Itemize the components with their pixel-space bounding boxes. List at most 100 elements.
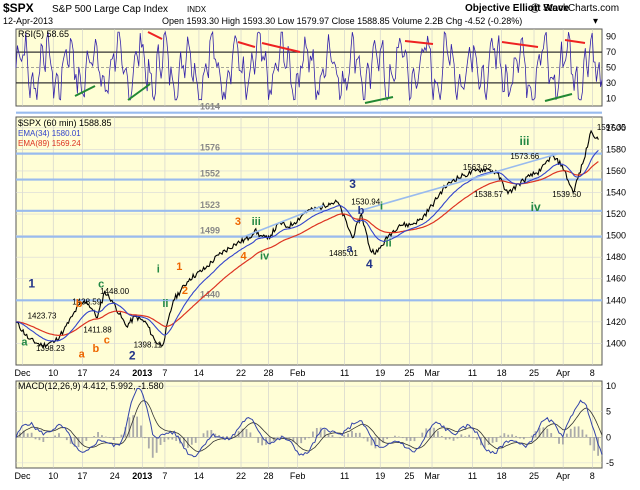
macd-y-tick-label: 5 <box>606 407 611 417</box>
macd-histogram-bar <box>472 437 474 438</box>
macd-histogram-bar <box>500 436 502 438</box>
price-label: 1411.88 <box>83 326 112 335</box>
price-label: 1530.94 <box>351 197 380 206</box>
price-x-tick-label: 11 <box>468 368 477 378</box>
price-label: 1597.35 <box>597 123 626 132</box>
ema34-legend: EMA(34) 1580.01 <box>18 129 81 138</box>
macd-histogram-bar <box>460 434 462 437</box>
price-y-tick-label: 1520 <box>606 209 626 219</box>
rsi-legend: RSI(5) 58.65 <box>18 29 69 39</box>
macd-x-tick-label: 11 <box>340 471 349 481</box>
macd-histogram-bar <box>566 434 568 438</box>
macd-histogram-bar <box>550 433 552 437</box>
price-label: 1398.11 <box>134 341 163 350</box>
macd-histogram-bar <box>394 436 396 438</box>
price-x-tick-label: 24 <box>110 368 120 378</box>
wave-label: 3 <box>235 216 241 228</box>
macd-histogram-bar <box>511 434 513 437</box>
macd-histogram-bar <box>468 435 470 438</box>
macd-histogram-bar <box>160 437 162 445</box>
price-y-tick-label: 1500 <box>606 231 626 241</box>
price-x-tick-label: 10 <box>48 368 58 378</box>
watermark-site: @ StockCharts.com <box>530 3 619 14</box>
macd-histogram-bar <box>496 437 498 442</box>
macd-histogram-bar <box>175 437 177 441</box>
wave-label: 2 <box>129 349 136 363</box>
macd-histogram-bar <box>457 437 459 438</box>
macd-histogram-bar <box>410 437 412 441</box>
macd-x-tick-label: 2013 <box>132 471 152 481</box>
macd-histogram-bar <box>421 433 423 438</box>
price-label: 1539.50 <box>552 190 581 199</box>
macd-histogram-bar <box>531 436 533 438</box>
macd-x-tick-label: Feb <box>290 471 306 481</box>
macd-histogram-bar <box>54 436 56 438</box>
macd-y-tick-label: 10 <box>606 381 616 391</box>
macd-x-tick-label: 7 <box>162 471 167 481</box>
level-label: 1523 <box>200 200 220 210</box>
price-x-tick-label: 8 <box>590 368 595 378</box>
price-y-tick-label: 1540 <box>606 187 626 197</box>
level-label: 1552 <box>200 169 220 179</box>
macd-histogram-bar <box>207 430 209 437</box>
price-x-tick-label: 2013 <box>132 368 152 378</box>
wave-label: ii <box>386 237 392 249</box>
price-legend: $SPX (60 min) 1588.85 <box>18 118 112 128</box>
macd-legend: MACD(12,26,9) 4.412, 5.992, -1.580 <box>18 381 164 391</box>
macd-x-tick-label: Dec <box>14 471 31 481</box>
macd-histogram-bar <box>363 437 365 438</box>
macd-histogram-bar <box>449 437 451 439</box>
price-y-tick-label: 1480 <box>606 252 626 262</box>
macd-histogram-bar <box>355 433 357 437</box>
wave-label: 4 <box>240 250 247 262</box>
price-label: 1573.66 <box>510 152 539 161</box>
quote-line: Open 1593.30 High 1593.30 Low 1579.97 Cl… <box>162 16 522 26</box>
level-label: 1499 <box>200 226 220 236</box>
macd-histogram-bar <box>296 437 298 444</box>
macd-histogram-bar <box>167 437 169 439</box>
macd-x-tick-label: 24 <box>110 471 120 481</box>
macd-histogram-bar <box>582 430 584 438</box>
wave-label: iv <box>260 250 270 262</box>
macd-histogram-bar <box>257 437 259 443</box>
macd-x-tick-label: 11 <box>468 471 477 481</box>
macd-panel <box>16 381 602 468</box>
level-label: 1576 <box>200 143 220 153</box>
wave-label: iv <box>531 200 541 214</box>
wave-label: iii <box>252 216 261 228</box>
macd-histogram-bar <box>140 426 142 438</box>
macd-histogram-bar <box>406 437 408 440</box>
macd-histogram-bar <box>562 437 564 444</box>
macd-x-tick-label: 25 <box>529 471 539 481</box>
macd-histogram-bar <box>171 437 173 439</box>
macd-histogram-bar <box>46 437 48 438</box>
wave-label: 1 <box>28 276 35 290</box>
price-label: 1448.00 <box>100 287 129 296</box>
macd-histogram-bar <box>476 437 478 439</box>
macd-histogram-bar <box>93 436 95 437</box>
macd-histogram-bar <box>453 437 455 441</box>
macd-histogram-bar <box>398 437 400 438</box>
price-x-tick-label: 18 <box>497 368 507 378</box>
macd-histogram-bar <box>308 437 310 438</box>
macd-histogram-bar <box>35 437 37 439</box>
price-x-tick-label: 28 <box>264 368 274 378</box>
wave-label: a <box>21 337 28 349</box>
macd-histogram-bar <box>546 429 548 438</box>
macd-histogram-bar <box>97 432 99 437</box>
macd-histogram-bar <box>347 433 349 437</box>
macd-histogram-bar <box>136 417 138 438</box>
price-y-tick-label: 1580 <box>606 144 626 154</box>
macd-histogram-bar <box>164 437 166 442</box>
macd-histogram-bar <box>42 437 44 442</box>
wave-label: b <box>358 205 365 217</box>
wave-label: a <box>346 243 353 255</box>
price-y-tick-label: 1440 <box>606 295 626 305</box>
macd-histogram-bar <box>414 437 416 441</box>
macd-histogram-bar <box>312 432 314 438</box>
wave-label: 1 <box>176 261 182 273</box>
macd-histogram-bar <box>386 437 388 439</box>
price-label: 1398.23 <box>36 344 65 353</box>
macd-histogram-bar <box>78 437 80 447</box>
